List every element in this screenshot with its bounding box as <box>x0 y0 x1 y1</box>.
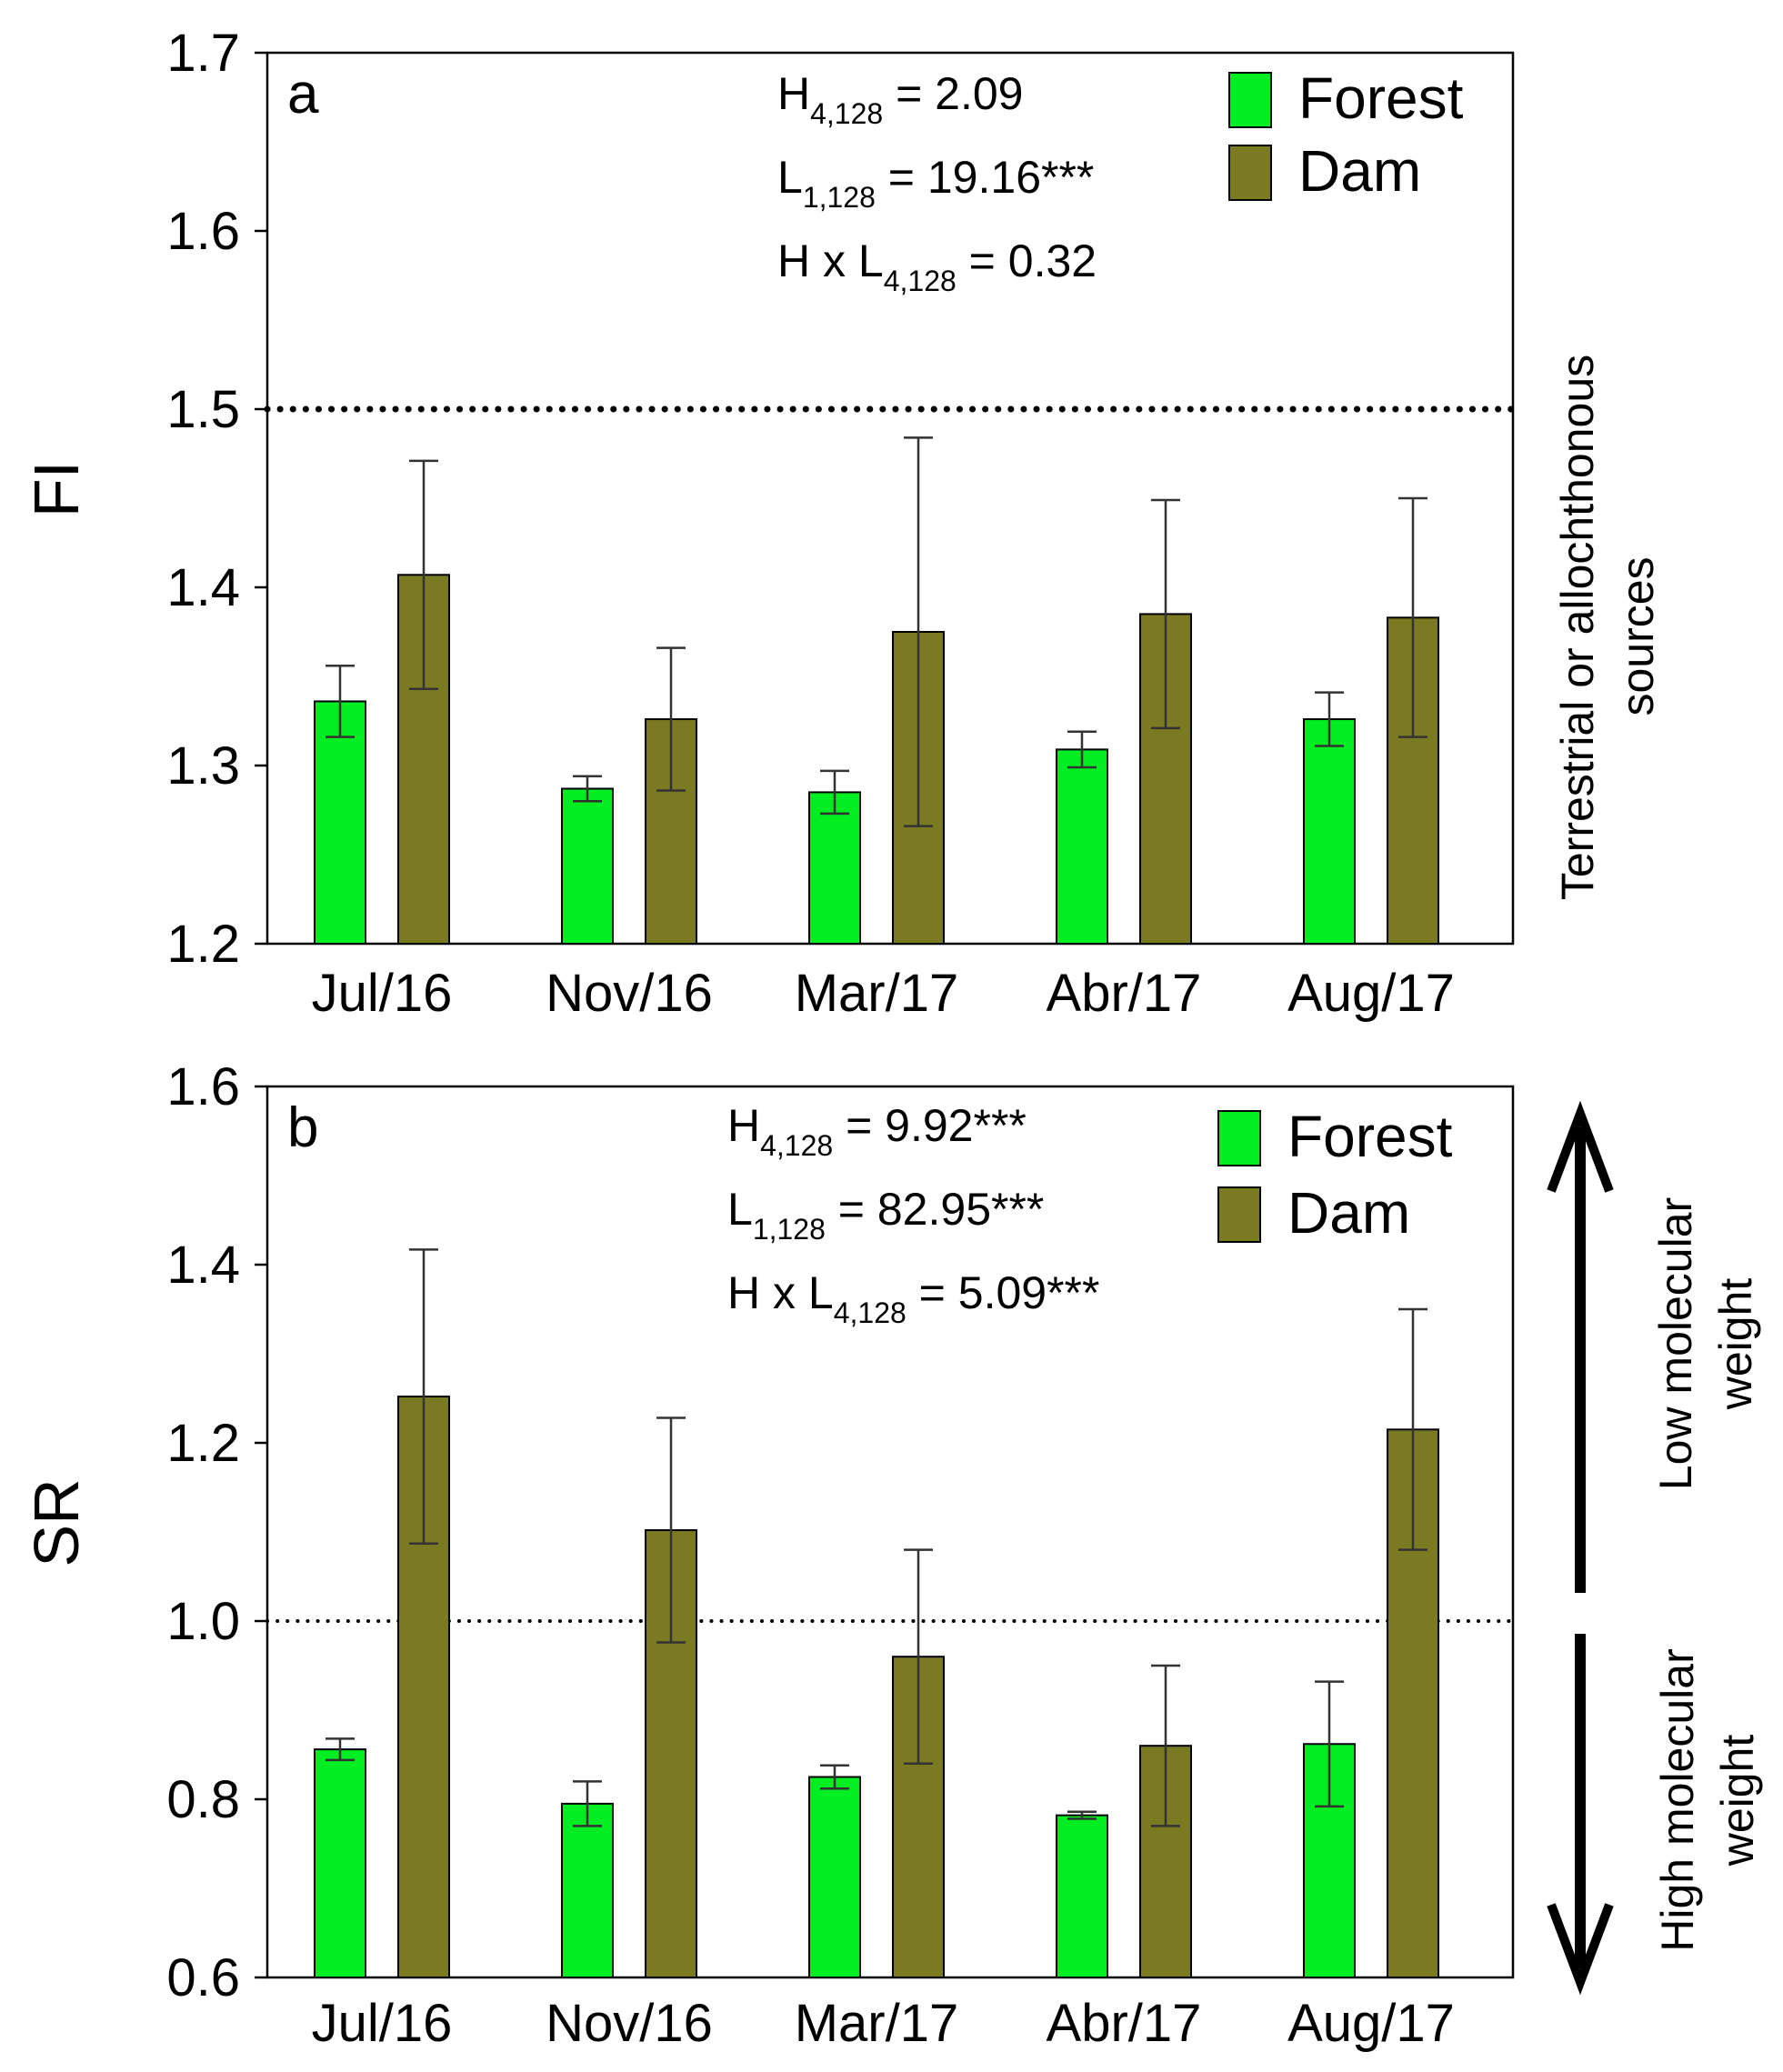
x-tick-label: Jul/16 <box>312 964 453 1023</box>
legend-label: Dam <box>1287 1180 1410 1246</box>
y-tick-label: 1.7 <box>166 24 240 83</box>
y-tick-label: 1.4 <box>166 1236 240 1295</box>
stat-line: H4,128 = 2.09 <box>777 68 1023 130</box>
y-tick-label: 1.2 <box>166 915 240 974</box>
bar-forest <box>314 700 366 945</box>
stat-value: = 82.95*** <box>826 1184 1044 1235</box>
bar-forest <box>808 791 861 946</box>
bar-forest <box>808 1776 861 1978</box>
x-tick-label: Abr/17 <box>1047 1994 1202 2053</box>
stat-value: = 9.92*** <box>833 1100 1027 1151</box>
panel-b: 0.6 0.8 1.0 1.2 1.4 1.6 SR Jul/16 Nov/16 Mar/17 Ab… <box>21 1057 1515 2053</box>
bar-forest <box>1056 748 1108 945</box>
bar-dam <box>1387 616 1439 945</box>
x-tick-label: Mar/17 <box>795 964 959 1023</box>
y-tick-label: 0.6 <box>166 1948 240 2007</box>
legend-swatch-dam <box>1228 145 1272 201</box>
stat-line: H x L4,128 = 0.32 <box>777 235 1097 297</box>
panel-a: 1.2 1.3 1.4 1.5 1.6 1.7 FI Jul/16 Nov/16 Mar/17 Ab… <box>21 24 1517 1023</box>
bar-forest <box>1056 1814 1108 1979</box>
x-tick-label: Nov/16 <box>546 964 713 1023</box>
x-tick-label: Nov/16 <box>546 1994 713 2053</box>
legend-swatch-forest <box>1228 72 1272 128</box>
bar-forest <box>314 1748 366 1978</box>
x-tick-label: Jul/16 <box>312 1994 453 2053</box>
bar-forest <box>1303 718 1356 945</box>
legend-label: Forest <box>1287 1104 1453 1169</box>
stat-subscript: 1,128 <box>803 181 876 214</box>
side-annotation-line: weight <box>1712 1735 1763 1867</box>
panel-letter: a <box>287 63 319 125</box>
stat-line: H4,128 = 9.92*** <box>727 1100 1027 1162</box>
bar-forest <box>561 1802 614 1979</box>
side-annotation-line: sources <box>1612 556 1663 716</box>
side-annotation-line: Low molecular <box>1650 1197 1701 1490</box>
stat-subscript: 4,128 <box>760 1129 833 1162</box>
y-tick-label: 1.6 <box>166 1057 240 1116</box>
stat-subscript: 4,128 <box>834 1296 907 1329</box>
stat-line: L1,128 = 82.95*** <box>727 1184 1044 1246</box>
stat-line: L1,128 = 19.16*** <box>777 152 1094 214</box>
stat-value: = 19.16*** <box>876 152 1094 203</box>
stat-line: H x L4,128 = 5.09*** <box>727 1267 1099 1329</box>
y-tick-label: 0.8 <box>166 1770 240 1829</box>
y-axis-label: FI <box>21 461 92 517</box>
y-tick-label: 1.6 <box>166 202 240 261</box>
side-annotation-a: Terrestrial or allochthonous sources <box>1552 355 1663 900</box>
arrow-down-head <box>1547 1903 1614 1996</box>
stat-term: H <box>777 68 810 119</box>
plot-frame <box>265 51 1515 946</box>
y-tick-label: 1.4 <box>166 558 240 617</box>
side-annotation-line: High molecular <box>1652 1648 1703 1951</box>
plot-frame <box>265 1085 1515 1979</box>
y-tick-label: 1.0 <box>166 1592 240 1651</box>
panel-letter: b <box>287 1096 318 1159</box>
stat-term: H x L <box>727 1267 834 1318</box>
legend-label: Dam <box>1298 138 1421 204</box>
y-axis-label: SR <box>21 1478 92 1567</box>
stat-value: = 0.32 <box>957 235 1097 286</box>
side-annotation-line: Terrestrial or allochthonous <box>1552 355 1603 900</box>
stat-value: = 2.09 <box>883 68 1023 119</box>
stat-term: L <box>777 152 803 203</box>
stat-term: L <box>727 1184 753 1235</box>
side-annotation-line: weight <box>1710 1278 1761 1411</box>
x-tick-label: Aug/17 <box>1287 964 1455 1023</box>
x-tick-label: Aug/17 <box>1287 1994 1455 2053</box>
y-tick-label: 1.5 <box>166 380 240 439</box>
legend-swatch-dam <box>1217 1186 1261 1243</box>
stat-subscript: 4,128 <box>884 265 957 297</box>
arrow-up-head <box>1547 1100 1614 1193</box>
legend-swatch-forest <box>1217 1110 1261 1166</box>
x-tick-label: Mar/17 <box>795 1994 959 2053</box>
y-tick-label: 1.2 <box>166 1414 240 1473</box>
legend-label: Forest <box>1298 65 1464 131</box>
bar-forest <box>561 787 614 945</box>
y-tick-label: 1.3 <box>166 736 240 796</box>
stat-term: H <box>727 1100 760 1151</box>
stat-subscript: 1,128 <box>753 1213 826 1246</box>
x-tick-label: Abr/17 <box>1047 964 1202 1023</box>
stat-subscript: 4,128 <box>810 97 883 130</box>
stat-term: H x L <box>777 235 884 286</box>
stat-value: = 5.09*** <box>907 1267 1100 1318</box>
